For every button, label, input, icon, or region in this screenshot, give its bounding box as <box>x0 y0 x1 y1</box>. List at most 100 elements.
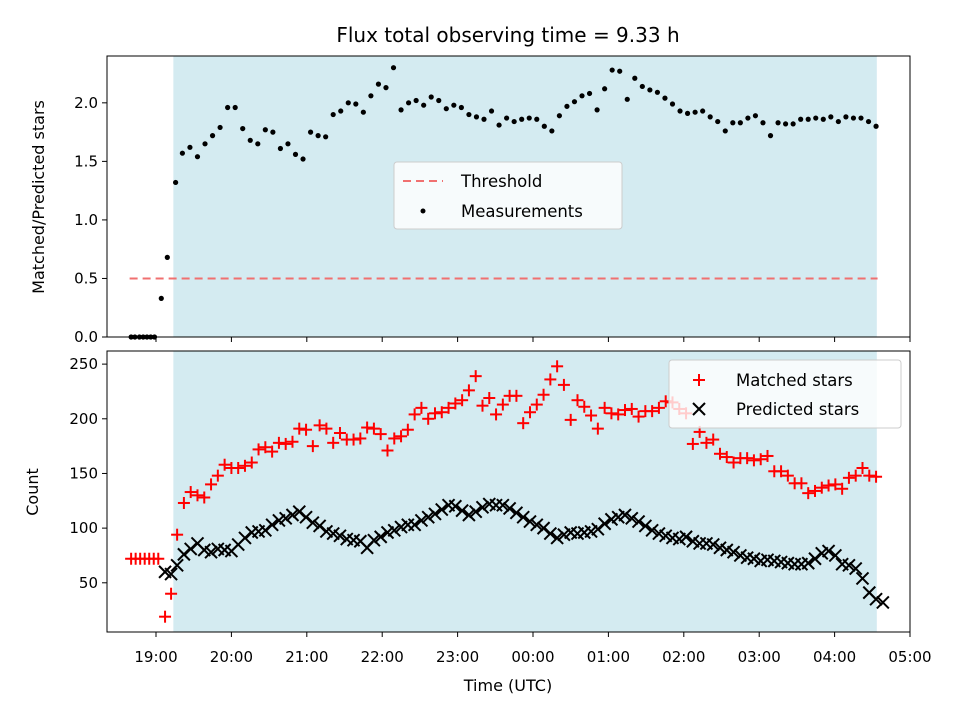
measurement-point <box>179 150 185 156</box>
measurement-point <box>458 104 464 111</box>
x-tick-label: 02:00 <box>662 648 705 666</box>
matched-point <box>456 394 469 407</box>
matched-point <box>354 432 367 445</box>
matched-point <box>165 587 178 600</box>
matched-point <box>598 401 611 414</box>
predicted-point <box>373 530 388 544</box>
legend-measurements-label: Measurements <box>461 202 583 221</box>
legend-matched-label: Matched stars <box>736 371 853 390</box>
predicted-point <box>543 526 558 541</box>
measurement-point <box>247 137 253 143</box>
measurement-point <box>820 116 826 122</box>
matched-point <box>496 398 509 411</box>
measurement-point <box>813 115 819 121</box>
measurement-point <box>730 120 736 126</box>
x-tick-label: 22:00 <box>361 648 404 666</box>
legend-predicted-label: Predicted stars <box>736 400 859 419</box>
matched-point <box>211 469 224 482</box>
measurement-point <box>353 101 359 107</box>
measurement-point <box>277 145 284 152</box>
predicted-point <box>801 556 815 570</box>
predicted-point <box>278 511 293 525</box>
measurement-point <box>602 86 608 92</box>
predicted-point <box>496 498 510 512</box>
measurement-point <box>843 114 849 120</box>
measurement-point <box>632 75 638 81</box>
matched-point <box>632 410 645 423</box>
matched-point <box>578 400 591 413</box>
predicted-point <box>475 500 490 515</box>
matched-point <box>361 421 374 434</box>
legend-measurements-swatch <box>420 208 426 214</box>
matched-point <box>313 419 326 432</box>
measurement-point <box>782 121 789 127</box>
matched-point <box>551 360 564 373</box>
predicted-point <box>407 518 422 532</box>
legend-threshold-label: Threshold <box>460 172 542 191</box>
top-axes-frame <box>106 55 911 338</box>
matched-point <box>245 456 258 469</box>
y-tick-label: 1.5 <box>74 152 98 170</box>
matched-point <box>625 402 638 415</box>
measurement-point <box>609 67 615 73</box>
y-tick-label: 50 <box>79 574 98 592</box>
y-tick-label: 0.5 <box>74 269 98 287</box>
matched-point <box>238 459 251 472</box>
measurement-point <box>262 127 268 133</box>
predicted-point <box>631 514 646 529</box>
matched-point <box>408 408 421 421</box>
measurement-point <box>496 122 502 128</box>
measurement-point <box>443 106 449 112</box>
x-tick-label: 01:00 <box>587 648 630 666</box>
matched-point <box>612 408 625 421</box>
matched-point <box>333 427 346 440</box>
measurement-point <box>217 124 223 131</box>
matched-point <box>849 469 862 482</box>
matched-point <box>707 433 720 446</box>
legend-matched-swatch <box>693 374 705 386</box>
matched-point <box>272 436 285 449</box>
measurement-point <box>669 101 676 107</box>
measurement-point <box>173 179 179 186</box>
matched-point <box>381 444 394 457</box>
matched-point <box>476 399 489 412</box>
measurement-point <box>240 125 246 132</box>
matched-point <box>564 413 577 426</box>
matched-point <box>218 458 231 471</box>
measurement-point <box>722 128 728 134</box>
matched-point <box>530 398 543 411</box>
measurement-point <box>519 116 525 122</box>
measurement-point <box>270 129 276 135</box>
matched-point <box>293 422 306 435</box>
bottom-axes-frame <box>106 350 911 633</box>
measurement-point <box>549 128 555 134</box>
measurement-point <box>835 118 841 125</box>
matched-point <box>856 461 869 474</box>
measurement-point <box>700 108 706 114</box>
measurement-point <box>865 118 872 125</box>
predicted-point <box>645 523 659 538</box>
y-tick-label: 1.0 <box>74 211 98 229</box>
predicted-point <box>876 595 890 610</box>
matched-point <box>388 432 401 445</box>
predicted-point <box>821 544 836 558</box>
measurement-point <box>413 97 419 104</box>
measurement-point <box>858 115 864 121</box>
measurement-point <box>158 295 164 301</box>
predicted-point <box>638 519 653 533</box>
measurement-point <box>541 123 547 129</box>
predicted-point <box>333 529 347 543</box>
matched-point <box>795 477 808 490</box>
matched-point <box>306 440 319 453</box>
matched-point <box>822 479 835 492</box>
measurement-point <box>307 129 314 135</box>
predicted-point <box>516 510 530 524</box>
measurement-point <box>466 111 472 118</box>
measurement-point <box>798 116 804 122</box>
chart-title: Flux total observing time = 9.33 h <box>336 23 679 47</box>
y-tick-label: 100 <box>69 519 98 537</box>
measurement-point <box>202 141 208 147</box>
measurement-point <box>715 118 721 125</box>
matched-point <box>686 437 699 450</box>
measurement-point <box>375 81 382 87</box>
